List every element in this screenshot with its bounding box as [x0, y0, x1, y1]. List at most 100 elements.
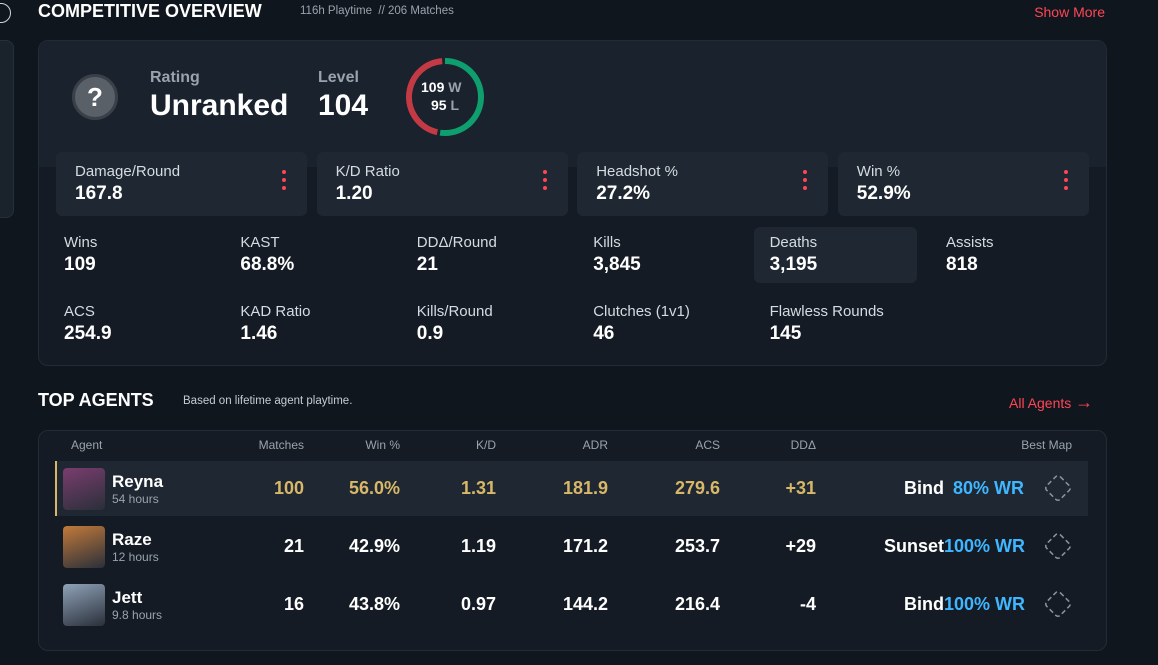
agent-portrait	[63, 584, 105, 626]
column-header: Agent	[71, 438, 103, 452]
stat-label: ACS	[64, 303, 95, 320]
highlight-box	[753, 227, 917, 283]
main-stat-value: 27.2%	[596, 183, 651, 204]
stat-value: 3,195	[769, 254, 818, 275]
stat-value: 3,845	[593, 254, 641, 275]
wins-line: 109 W	[421, 79, 461, 95]
main-stat-value: 1.20	[335, 183, 373, 204]
main-stat-box	[837, 152, 1089, 216]
stat-label: Deaths	[769, 234, 818, 251]
overview-top	[39, 41, 1106, 167]
arrow-icon[interactable]: →	[1075, 392, 1094, 412]
wins: 109	[421, 79, 445, 95]
best-map: Sunset	[883, 536, 944, 556]
show-more[interactable]: Show More	[1034, 4, 1105, 20]
best-map-wr: 80% WR	[952, 478, 1024, 498]
stat-value: 1.46	[240, 323, 278, 344]
stat-value: 109	[64, 254, 96, 275]
stat-label: Clutches (1v1)	[593, 303, 690, 320]
level-label: Level	[318, 69, 359, 86]
stat-label: DDΔ/Round	[416, 234, 497, 251]
column-header: Best Map	[1021, 438, 1072, 452]
column-header: ACS	[695, 438, 720, 452]
main-stat-label: Damage/Round	[75, 163, 181, 180]
stat-label: Wins	[64, 234, 98, 251]
main-stat-value: 167.8	[75, 183, 123, 204]
stat-value: 46	[593, 323, 615, 344]
agent-name: Jett	[112, 588, 143, 607]
cell-matches: 16	[283, 594, 304, 614]
stat-label: Kills/Round	[416, 303, 493, 320]
subtitle: 116h Playtime // 206 Matches	[300, 5, 454, 17]
cell-adr: 171.2	[562, 536, 608, 556]
cell-win: 56.0%	[348, 478, 400, 498]
main-stat-label: K/D Ratio	[335, 163, 400, 180]
agent-hours: 54 hours	[112, 492, 159, 506]
cell-acs: 216.4	[674, 594, 720, 614]
main-stat-label: Headshot %	[596, 163, 678, 180]
rating-label: Rating	[150, 69, 200, 86]
rank-icon: ?	[72, 74, 118, 120]
rating: Unranked	[150, 89, 289, 122]
cell-adr: 181.9	[562, 478, 608, 498]
stat-label: Kills	[593, 234, 621, 251]
agent-hours: 12 hours	[112, 550, 159, 564]
cell-kd: 1.31	[460, 478, 496, 498]
cell-adr: 144.2	[562, 594, 608, 614]
column-header: DDΔ	[790, 438, 816, 452]
stat-value: 145	[769, 323, 802, 344]
all-agents-link[interactable]: All Agents →	[1009, 392, 1093, 413]
menu-dots[interactable]	[803, 170, 808, 194]
wins-suffix: W	[448, 79, 462, 95]
all-agents[interactable]: All Agents	[1009, 395, 1072, 411]
cell-ddd: -4	[799, 594, 816, 614]
menu-dots[interactable]	[282, 170, 286, 194]
level: 104	[318, 89, 369, 122]
stat-label: Flawless Rounds	[769, 303, 884, 320]
losses-line: 95 L	[431, 97, 459, 113]
stat-value: 0.9	[416, 323, 444, 344]
cell-matches: 21	[283, 536, 304, 556]
cell-acs: 279.6	[674, 478, 720, 498]
stat-value: 254.9	[64, 323, 112, 344]
main-stat-box	[316, 152, 568, 216]
best-map: Bind	[904, 594, 944, 614]
ring-arc	[406, 58, 484, 136]
cell-ddd: +31	[785, 478, 816, 498]
ring-arc	[406, 58, 484, 136]
cell-matches: 100	[273, 478, 304, 498]
agent-name: Raze	[112, 530, 152, 549]
agent-hours: 9.8 hours	[112, 608, 163, 622]
main-stat-label: Win %	[856, 163, 901, 180]
main-stat-box	[56, 152, 307, 216]
column-header: ADR	[582, 438, 608, 452]
stat-label: Assists	[946, 234, 994, 251]
side-panel	[0, 40, 14, 218]
stat-label: KAD Ratio	[240, 303, 311, 320]
best-map-wr: 100% WR	[944, 594, 1026, 614]
column-header: K/D	[475, 438, 496, 452]
cell-kd: 1.19	[460, 536, 496, 556]
losses: 95	[431, 97, 447, 113]
stat-value: 68.8%	[240, 254, 295, 275]
cell-acs: 253.7	[674, 536, 720, 556]
menu-dots[interactable]	[542, 170, 547, 194]
main-stat-box	[577, 152, 829, 216]
row-highlight[interactable]	[55, 461, 1088, 516]
agents-title: TOP AGENTS	[38, 390, 154, 410]
cell-win: 42.9%	[348, 536, 400, 556]
main-stat-value: 52.9%	[856, 183, 911, 204]
best-map-wr: 100% WR	[944, 536, 1026, 556]
menu-dots[interactable]	[1063, 170, 1068, 194]
agent-portrait	[63, 468, 105, 510]
cell-ddd: +29	[785, 536, 816, 556]
agent-name: Reyna	[112, 472, 164, 491]
best-map: Bind	[904, 478, 944, 498]
win-loss-ring	[406, 58, 484, 136]
agent-portrait	[63, 526, 105, 568]
help-icon[interactable]	[0, 3, 11, 23]
losses-suffix: L	[450, 97, 460, 113]
cell-win: 43.8%	[348, 594, 400, 614]
section-title: COMPETITIVE OVERVIEW	[38, 1, 262, 21]
